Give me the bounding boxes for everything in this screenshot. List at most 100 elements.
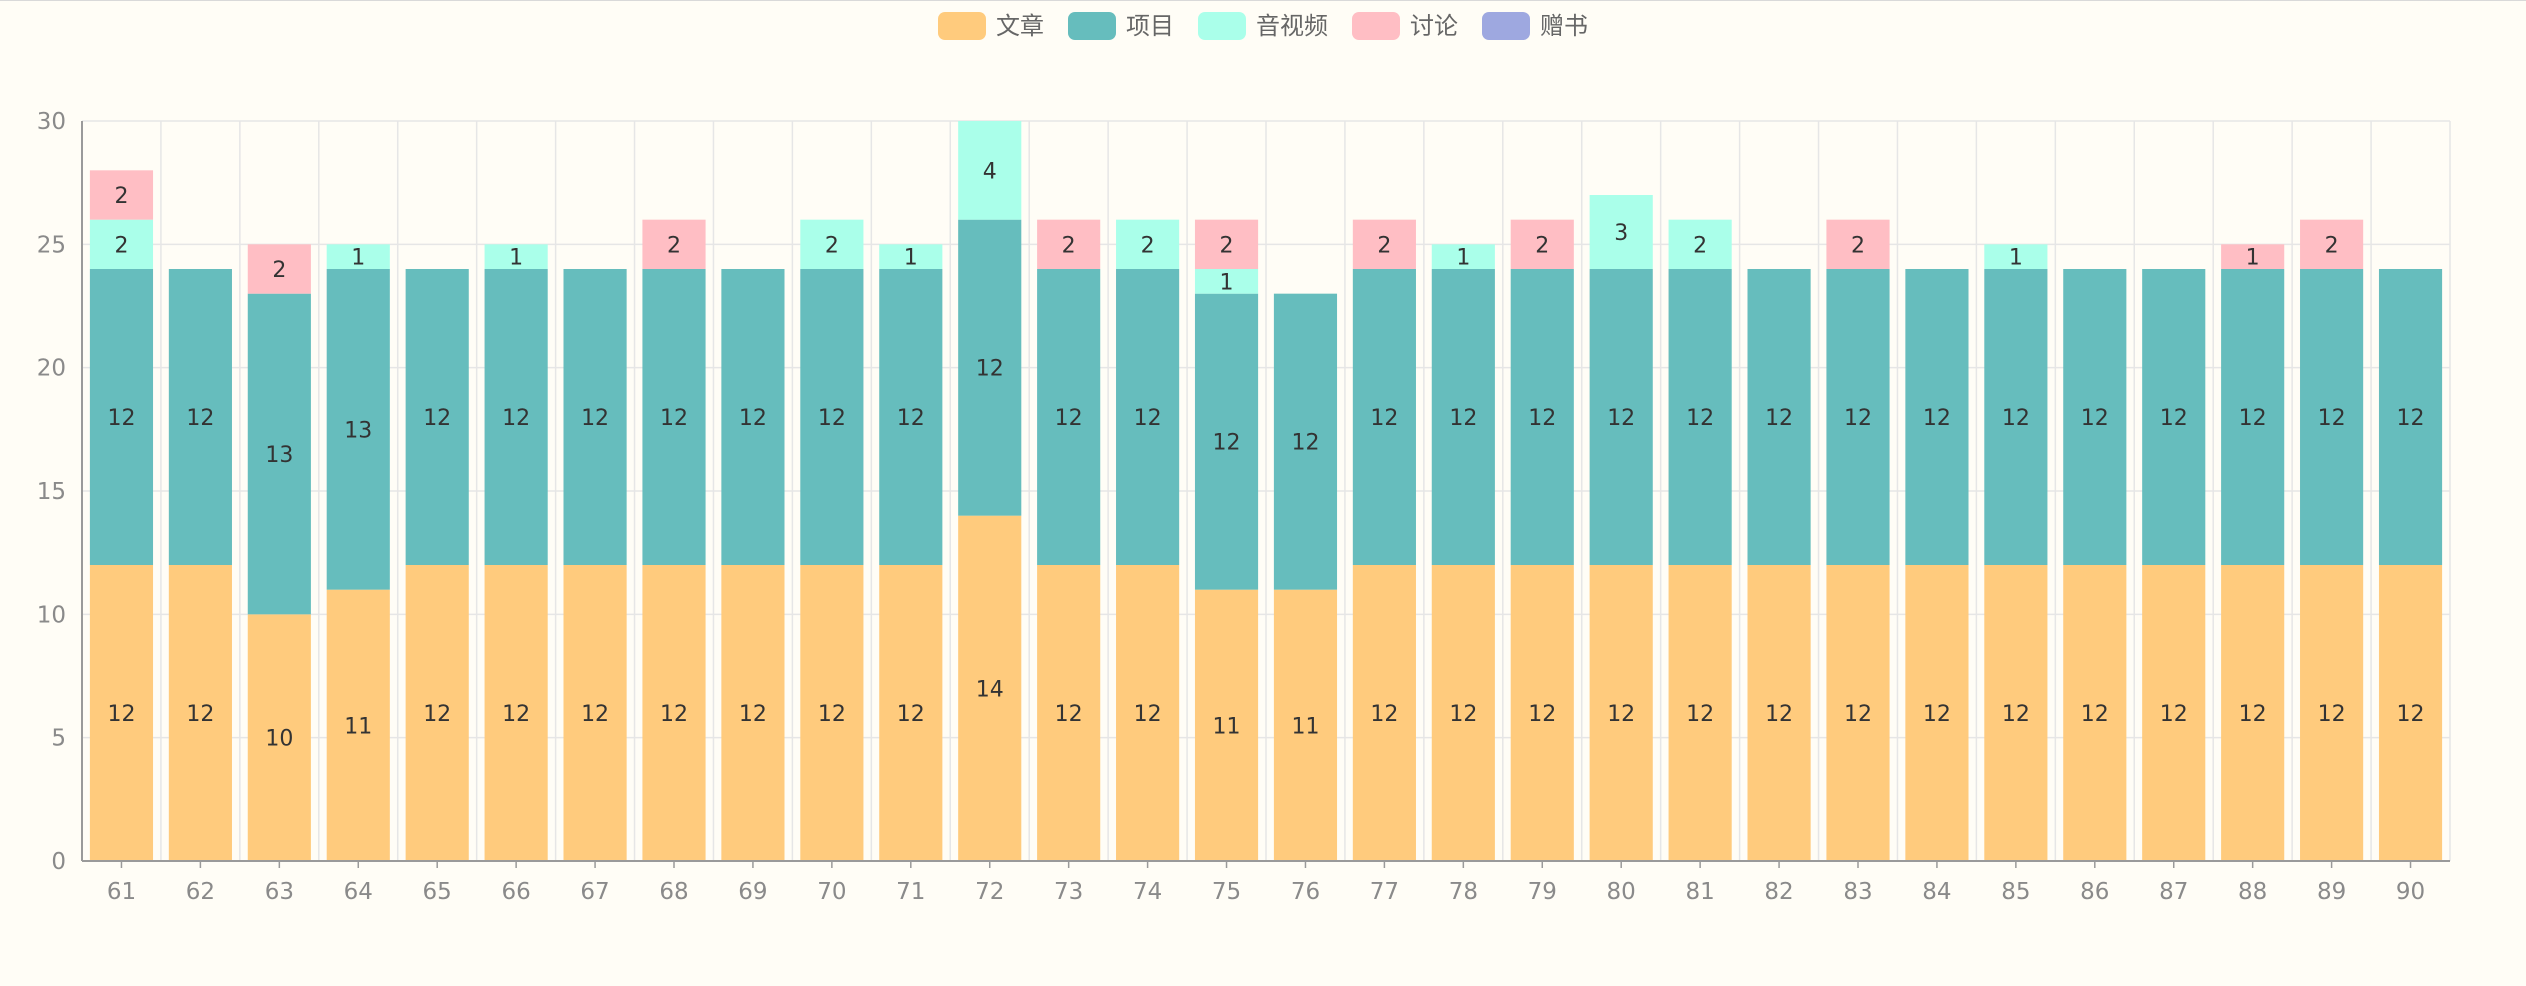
- bar-segment[interactable]: [1116, 269, 1180, 565]
- bar-segment[interactable]: [89, 565, 154, 861]
- bar-segment[interactable]: [1194, 219, 1259, 269]
- bar-segment[interactable]: [1352, 269, 1416, 565]
- legend-item-book-giveaway[interactable]: 赠书: [1482, 12, 1588, 40]
- bar-segment[interactable]: [1905, 565, 1969, 861]
- bar-segment[interactable]: [2142, 565, 2206, 861]
- bar-segment[interactable]: [89, 269, 154, 565]
- bar-segment[interactable]: [2142, 269, 2206, 565]
- bar-segment[interactable]: [1037, 269, 1101, 565]
- bar-segment[interactable]: [1037, 219, 1101, 269]
- bar-segment[interactable]: [1431, 565, 1495, 861]
- bar-segment[interactable]: [247, 293, 311, 615]
- bar-segment[interactable]: [1905, 269, 1969, 565]
- legend-item-discussions[interactable]: 讨论: [1352, 12, 1458, 40]
- bar-segment[interactable]: [247, 614, 311, 861]
- bar-segment[interactable]: [1589, 269, 1653, 565]
- bar-segment[interactable]: [1194, 269, 1259, 294]
- bar-value-label: 12: [1370, 406, 1398, 431]
- bar-segment[interactable]: [1668, 269, 1732, 565]
- bar-segment[interactable]: [1668, 565, 1732, 861]
- x-tick-label: 79: [1528, 879, 1557, 905]
- bar-segment[interactable]: [484, 565, 548, 861]
- bar-segment[interactable]: [2221, 565, 2285, 861]
- bar-segment[interactable]: [642, 269, 706, 565]
- bar-segment[interactable]: [1273, 589, 1338, 861]
- bar-segment[interactable]: [1984, 244, 2048, 269]
- bar-segment[interactable]: [247, 244, 311, 294]
- bar-segment[interactable]: [89, 170, 154, 220]
- bar-segment[interactable]: [958, 515, 1022, 861]
- bar-segment[interactable]: [1273, 293, 1338, 590]
- bar-segment[interactable]: [2378, 565, 2443, 861]
- bar-segment[interactable]: [2378, 269, 2443, 565]
- bar-value-label: 12: [2081, 702, 2109, 727]
- x-tick-label: 62: [186, 879, 215, 905]
- bar-segment[interactable]: [405, 269, 469, 565]
- legend-item-projects[interactable]: 项目: [1068, 12, 1174, 40]
- bar-segment[interactable]: [1826, 269, 1890, 565]
- bar-value-label: 2: [1377, 233, 1391, 258]
- bar-segment[interactable]: [1510, 269, 1574, 565]
- bar-segment[interactable]: [1431, 269, 1495, 565]
- bar-segment[interactable]: [1037, 565, 1101, 861]
- bar-segment[interactable]: [800, 565, 864, 861]
- bar-value-label: 12: [1528, 702, 1556, 727]
- bar-segment[interactable]: [1747, 269, 1811, 565]
- bar-segment[interactable]: [800, 269, 864, 565]
- bar-segment[interactable]: [1589, 565, 1653, 861]
- bar-segment[interactable]: [2221, 244, 2285, 269]
- bar-segment[interactable]: [168, 565, 232, 861]
- bar-segment[interactable]: [1352, 565, 1416, 861]
- bar-segment[interactable]: [1984, 269, 2048, 565]
- legend-swatch: [1482, 12, 1530, 40]
- bar-segment[interactable]: [642, 565, 706, 861]
- bar-segment[interactable]: [2221, 269, 2285, 565]
- legend-item-articles[interactable]: 文章: [938, 12, 1044, 40]
- bar-segment[interactable]: [1194, 293, 1259, 590]
- x-tick-label: 86: [2080, 879, 2109, 905]
- bar-segment[interactable]: [168, 269, 232, 565]
- x-tick-label: 78: [1449, 879, 1478, 905]
- bar-segment[interactable]: [484, 244, 548, 269]
- bar-segment[interactable]: [1747, 565, 1811, 861]
- bar-segment[interactable]: [484, 269, 548, 565]
- bar-segment[interactable]: [405, 565, 469, 861]
- bar-segment[interactable]: [879, 269, 943, 565]
- bar-segment[interactable]: [2300, 219, 2364, 269]
- bar-segment[interactable]: [563, 565, 627, 861]
- bar-value-label: 12: [2397, 702, 2425, 727]
- bar-segment[interactable]: [1826, 565, 1890, 861]
- bar-segment[interactable]: [1984, 565, 2048, 861]
- bar-segment[interactable]: [1352, 219, 1416, 269]
- bar-segment[interactable]: [1116, 565, 1180, 861]
- bar-segment[interactable]: [326, 269, 390, 590]
- bar-segment[interactable]: [1510, 219, 1574, 269]
- legend-item-audio-video[interactable]: 音视频: [1198, 12, 1328, 40]
- bar-segment[interactable]: [1589, 195, 1653, 269]
- bar-segment[interactable]: [642, 219, 706, 269]
- bar-segment[interactable]: [326, 244, 390, 269]
- bar-segment[interactable]: [89, 219, 154, 269]
- bar-segment[interactable]: [879, 565, 943, 861]
- bar-segment[interactable]: [1194, 589, 1259, 861]
- bar-segment[interactable]: [1668, 219, 1732, 269]
- bar-segment[interactable]: [958, 219, 1022, 516]
- bar-segment[interactable]: [563, 269, 627, 565]
- bar-segment[interactable]: [800, 219, 864, 269]
- bar-segment[interactable]: [2063, 565, 2127, 861]
- bar-segment[interactable]: [2063, 269, 2127, 565]
- bar-segment[interactable]: [1510, 565, 1574, 861]
- bar-segment[interactable]: [958, 121, 1022, 220]
- bar-segment[interactable]: [1116, 219, 1180, 269]
- bar-segment[interactable]: [2300, 269, 2364, 565]
- bar-segment[interactable]: [326, 589, 390, 861]
- bar-segment[interactable]: [2300, 565, 2364, 861]
- y-tick-label: 20: [37, 356, 66, 382]
- bar-segment[interactable]: [1431, 244, 1495, 269]
- bar-segment[interactable]: [1826, 219, 1890, 269]
- bar-segment[interactable]: [721, 565, 785, 861]
- bar-segment[interactable]: [721, 269, 785, 565]
- bar-segment[interactable]: [879, 244, 943, 269]
